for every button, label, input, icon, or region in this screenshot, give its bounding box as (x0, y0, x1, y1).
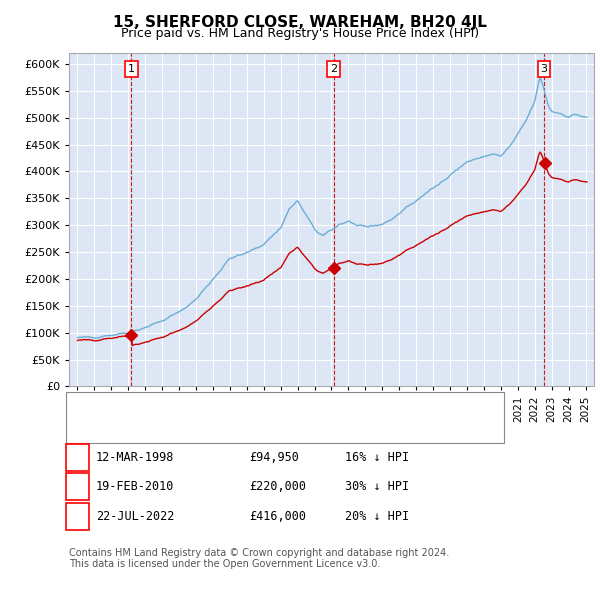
Text: ——: —— (76, 421, 104, 435)
Text: 2: 2 (330, 64, 337, 74)
Text: 1: 1 (74, 451, 81, 464)
Text: £220,000: £220,000 (249, 480, 306, 493)
Text: 15, SHERFORD CLOSE, WAREHAM, BH20 4JL: 15, SHERFORD CLOSE, WAREHAM, BH20 4JL (113, 15, 487, 30)
Text: ——: —— (76, 401, 104, 415)
Text: Price paid vs. HM Land Registry's House Price Index (HPI): Price paid vs. HM Land Registry's House … (121, 27, 479, 40)
Text: This data is licensed under the Open Government Licence v3.0.: This data is licensed under the Open Gov… (69, 559, 380, 569)
Text: 3: 3 (541, 64, 548, 74)
Text: 1: 1 (128, 64, 135, 74)
Text: £94,950: £94,950 (249, 451, 299, 464)
Text: 19-FEB-2010: 19-FEB-2010 (96, 480, 175, 493)
Text: 3: 3 (74, 510, 81, 523)
Text: 20% ↓ HPI: 20% ↓ HPI (345, 510, 409, 523)
Text: HPI: Average price, detached house, Dorset: HPI: Average price, detached house, Dors… (102, 424, 345, 434)
Text: 2: 2 (74, 480, 81, 493)
Text: 15, SHERFORD CLOSE, WAREHAM, BH20 4JL (detached house): 15, SHERFORD CLOSE, WAREHAM, BH20 4JL (d… (102, 403, 449, 412)
Text: 30% ↓ HPI: 30% ↓ HPI (345, 480, 409, 493)
Text: 22-JUL-2022: 22-JUL-2022 (96, 510, 175, 523)
Text: 16% ↓ HPI: 16% ↓ HPI (345, 451, 409, 464)
Text: 12-MAR-1998: 12-MAR-1998 (96, 451, 175, 464)
Text: £416,000: £416,000 (249, 510, 306, 523)
Text: Contains HM Land Registry data © Crown copyright and database right 2024.: Contains HM Land Registry data © Crown c… (69, 548, 449, 558)
